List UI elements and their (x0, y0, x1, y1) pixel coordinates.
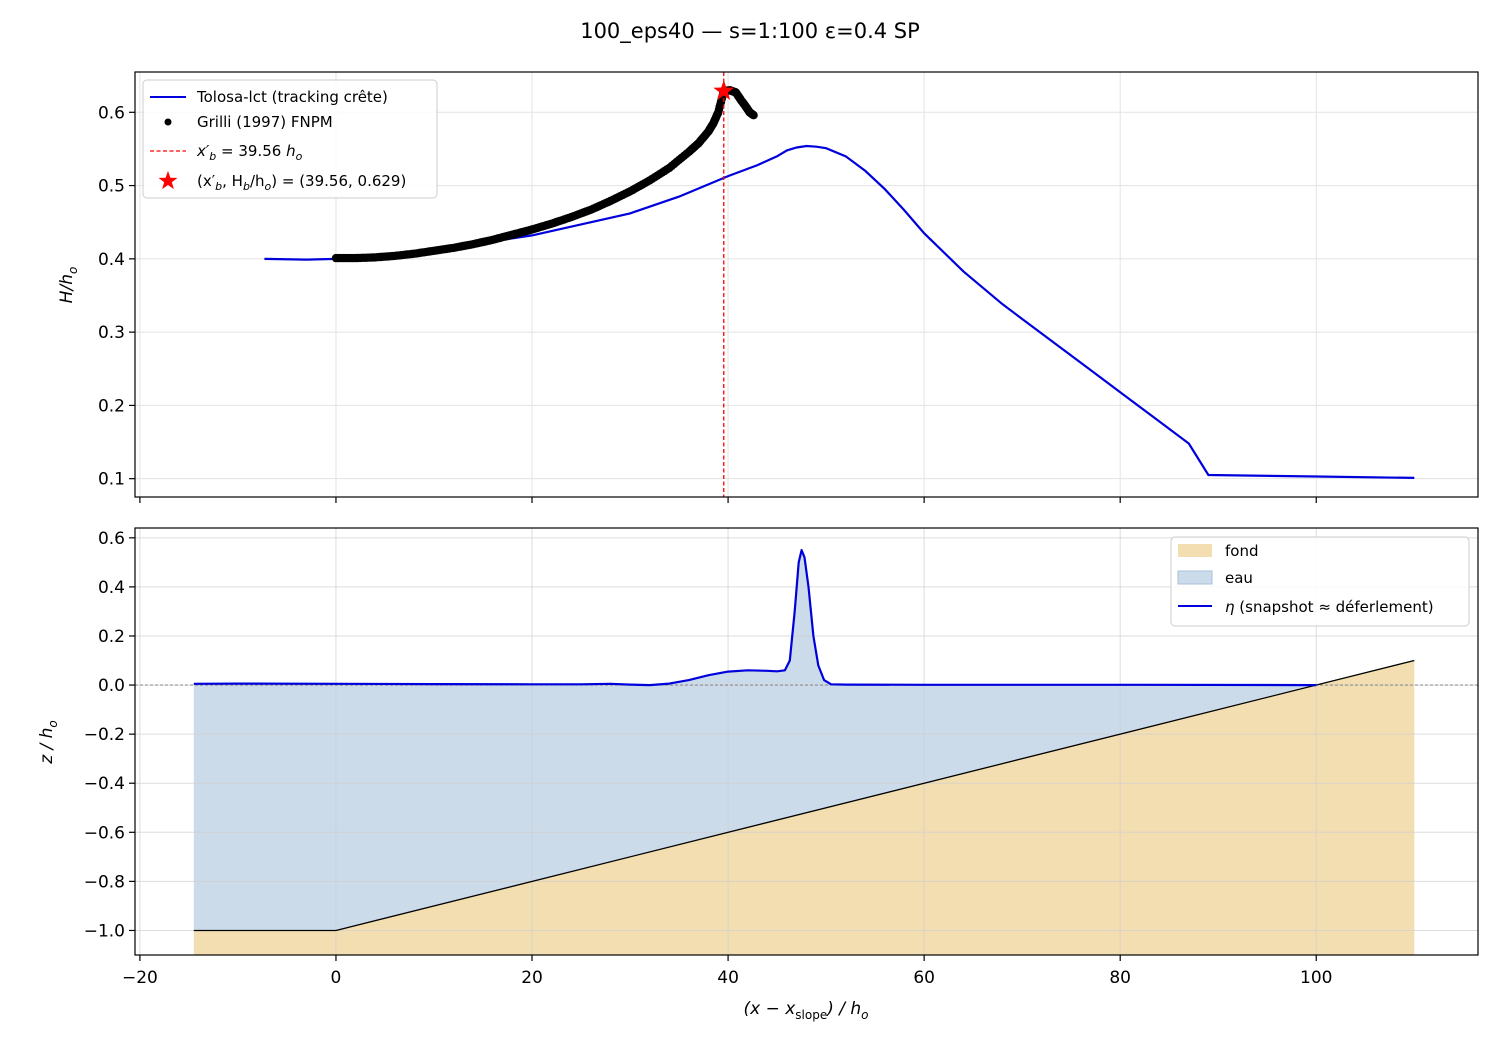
top-ytick-label: 0.1 (98, 470, 125, 490)
bottom-ylabel: z / ho (37, 720, 60, 765)
bottom-ytick-label: −0.6 (84, 823, 125, 843)
legend-bp-d: ) = (39.56, 0.629) (271, 172, 406, 190)
bottom-xtick-label: 100 (1300, 968, 1332, 988)
xlabel-open: (x − x (743, 999, 796, 1019)
xlabel-hsub: o (861, 1008, 868, 1022)
legend-bp-csub: o (265, 180, 272, 193)
top-ticks: 0.1 0.2 0.3 0.4 0.5 0.6 (98, 103, 1317, 503)
top-ytick-label: 0.2 (98, 396, 125, 416)
xlabel-close: ) / h (825, 999, 861, 1019)
bottom-xtick-label: 20 (521, 968, 543, 988)
legend-xb-mid: = 39.56 (216, 142, 286, 160)
legend-eta-symbol: η (1225, 598, 1235, 616)
bottom-grid (135, 528, 1478, 955)
xlabel-sub: slope (795, 1008, 827, 1022)
legend-grilli-label: Grilli (1997) FNPM (197, 113, 333, 131)
grilli-point (749, 111, 758, 120)
top-ytick-label: 0.3 (98, 323, 125, 343)
legend-breaking-label: (x′b, Hb/ho) = (39.56, 0.629) (197, 172, 406, 193)
top-frame (134, 71, 1479, 498)
top-ytick-label: 0.6 (98, 103, 125, 123)
bottom-xtick-label: 80 (1109, 968, 1131, 988)
legend-xb-pre: x′ (196, 142, 210, 160)
legend-fond-label: fond (1225, 542, 1259, 560)
legend-breaking-star (158, 171, 178, 190)
legend-tolosa-label: Tolosa-lct (tracking crête) (196, 88, 388, 106)
top-ytick-label: 0.4 (98, 250, 125, 270)
top-ylabel: H/ho (57, 267, 80, 304)
bottom-ytick-label: 0.0 (98, 676, 125, 696)
legend-xb-sub: b (209, 150, 216, 163)
legend-grilli-dot (164, 118, 172, 126)
series-eta-line (193, 549, 1317, 687)
legend-eta-text: (snapshot ≈ déferlement) (1235, 598, 1434, 616)
bottom-frame (134, 527, 1479, 956)
top-ylabel-sub: o (66, 267, 80, 274)
bottom-plot-area (135, 549, 1478, 932)
bottom-ytick-label: −0.8 (84, 872, 125, 892)
figure-title: 100_eps40 — s=1:100 ε=0.4 SP (580, 19, 920, 44)
bottom-xtick-label: −20 (122, 968, 158, 988)
legend-bp-asub: b (215, 180, 222, 193)
bottom-legend: fond eau η (snapshot ≈ déferlement) (1170, 536, 1470, 627)
bottom-panel: −20 0 20 40 60 80 100 −1.0 −0.8 −0.6 −0.4 −0.2 0.0 0.… (37, 527, 1479, 1022)
legend-xb-hsub: o (296, 150, 303, 163)
bottom-xtick-label: 40 (717, 968, 739, 988)
legend-xb-label: x′b = 39.56 ho (196, 142, 303, 163)
legend-xb-h: h (286, 142, 296, 160)
eau-fill (193, 550, 1317, 931)
bed-line (193, 659, 1415, 932)
bottom-xlabel: (x − xslope) / ho (743, 999, 868, 1022)
bottom-xtick-label: 60 (913, 968, 935, 988)
legend-bp-b: , H (222, 172, 243, 190)
bottom-ticks: −20 0 20 40 60 80 100 −1.0 −0.8 −0.6 −0.4 −0.2 0.0 0.… (84, 529, 1333, 988)
top-legend-box (142, 79, 438, 199)
legend-eta-label: η (snapshot ≈ déferlement) (1225, 598, 1434, 616)
bottom-xtick-label: 0 (331, 968, 342, 988)
bottom-ytick-label: −0.2 (84, 725, 125, 745)
bottom-ytick-label: −1.0 (84, 921, 125, 941)
top-legend: Tolosa-lct (tracking crête) Grilli (1997… (142, 79, 438, 199)
top-ytick-label: 0.5 (98, 177, 125, 197)
legend-eau-swatch (1177, 570, 1213, 585)
legend-bp-a: (x′ (197, 172, 216, 190)
top-ylabel-text: H/h (57, 274, 77, 303)
top-panel: 0.10.20.30.40.50.6 H/ho Tolosa-lct (trac… (57, 71, 1479, 503)
bottom-ytick-label: −0.4 (84, 774, 125, 794)
bottom-ytick-label: 0.6 (98, 529, 125, 549)
legend-eau-label: eau (1225, 569, 1253, 587)
breaking-point-star (713, 80, 735, 100)
bottom-ylabel-text: z / h (37, 728, 57, 765)
bottom-ytick-label: 0.2 (98, 627, 125, 647)
legend-bp-c: /h (250, 172, 265, 190)
legend-bp-bsub: b (243, 180, 250, 193)
bottom-legend-box (1170, 536, 1470, 627)
bottom-ylabel-sub: o (46, 720, 60, 727)
top-plot-area (264, 72, 1415, 497)
bottom-ytick-label: 0.4 (98, 578, 125, 598)
legend-fond-swatch (1178, 544, 1212, 557)
